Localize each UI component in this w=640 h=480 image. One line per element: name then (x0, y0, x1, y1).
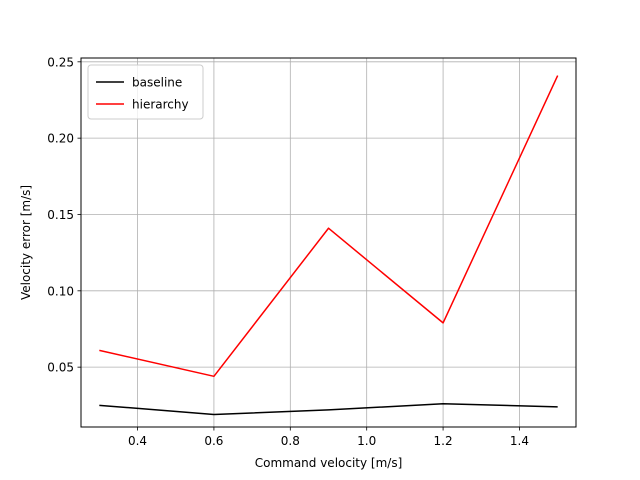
legend-box (87, 64, 204, 120)
y-tick-label: 0.10 (47, 284, 74, 298)
x-tick-label: 0.6 (204, 434, 223, 448)
y-tick-label: 0.05 (47, 361, 74, 375)
x-tick-label: 1.4 (510, 434, 529, 448)
x-tick-label: 0.4 (128, 434, 147, 448)
plot-frame (80, 57, 577, 428)
grid-lines (81, 58, 576, 427)
x-tick-label: 1.0 (357, 434, 376, 448)
series-line-baseline (99, 403, 558, 416)
x-tick-label: 0.8 (281, 434, 300, 448)
x-axis-label: Command velocity [m/s] (255, 456, 403, 470)
y-tick-label: 0.25 (47, 55, 74, 69)
x-tick-label: 1.2 (434, 434, 453, 448)
legend-label-baseline: baseline (132, 76, 182, 90)
axis-ticks: 0.4 0.6 0.8 1.0 1.2 1.4 0.05 0.10 0.15 0.20 0.25 (47, 55, 529, 448)
series-line-hierarchy (99, 75, 559, 378)
data-series (99, 75, 559, 416)
y-tick-label: 0.15 (47, 208, 74, 222)
y-tick-label: 0.20 (47, 132, 74, 146)
legend-label-hierarchy: hierarchy (132, 98, 189, 112)
y-axis-label: Velocity error [m/s] (19, 185, 33, 300)
legend: baseline hierarchy (87, 64, 204, 120)
